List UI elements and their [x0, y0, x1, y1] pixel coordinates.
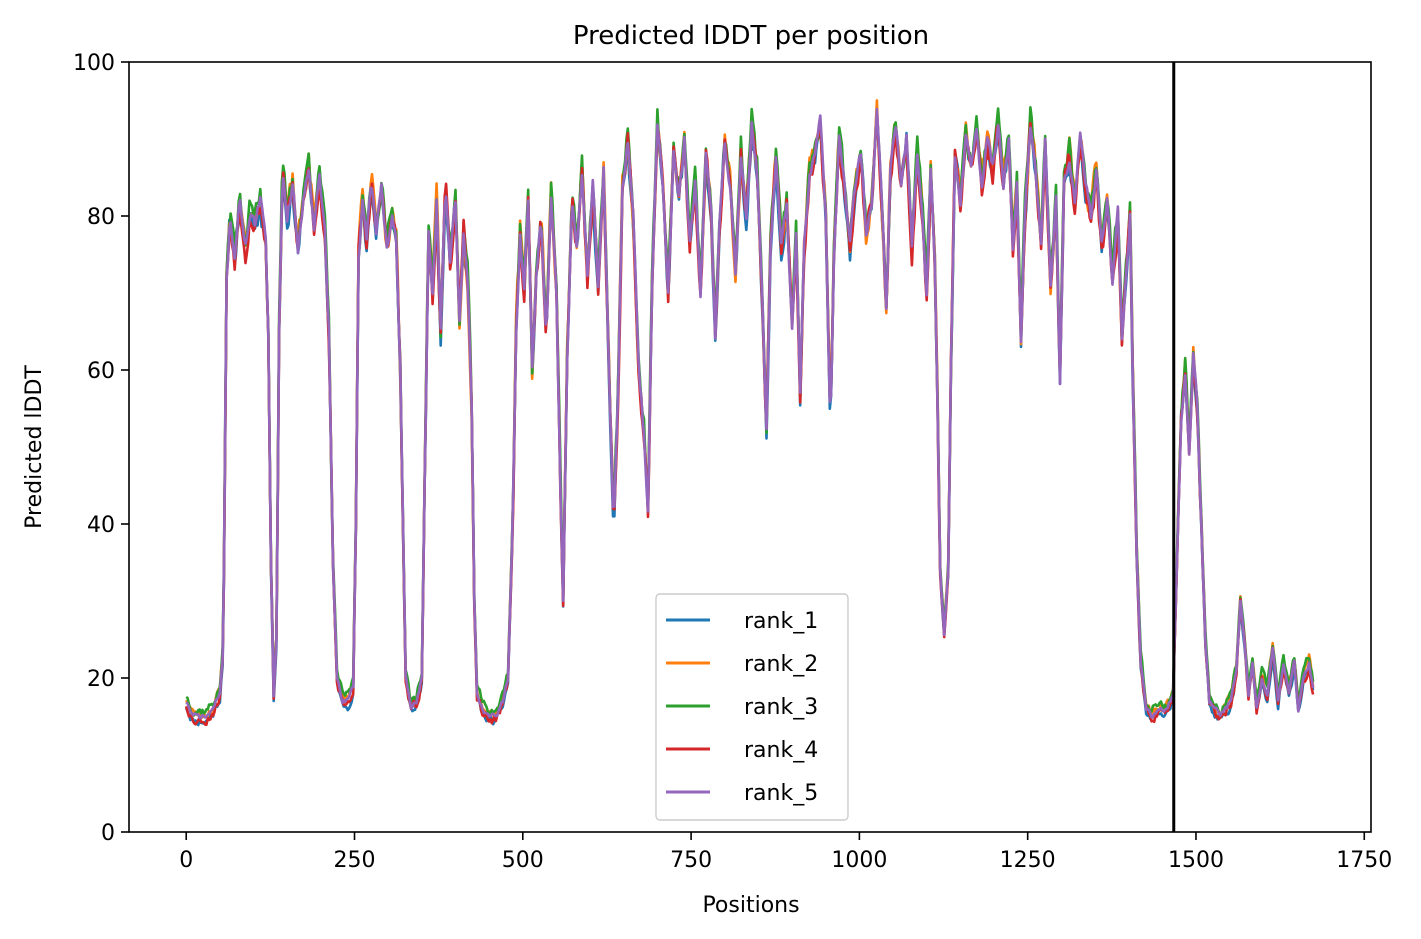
plot-frame: [128, 61, 1372, 833]
x-tick-label: 750: [670, 848, 712, 873]
x-tick-label: 500: [502, 848, 544, 873]
legend: rank_1 rank_2 rank_3 rank_4 rank_5: [655, 593, 849, 821]
y-tick-label: 60: [87, 359, 115, 384]
x-tick-label: 1500: [1168, 848, 1224, 873]
x-tick-label: 0: [179, 848, 193, 873]
legend-frame: [655, 593, 849, 821]
legend-label-rank_5: rank_5: [744, 781, 818, 806]
legend-label-rank_4: rank_4: [744, 738, 818, 763]
series-group: [184, 99, 1315, 727]
x-tick-label: 1750: [1336, 848, 1392, 873]
y-tick-label: 20: [87, 667, 115, 692]
y-tick-label: 100: [73, 51, 115, 76]
y-tick-label: 0: [101, 821, 115, 846]
x-axis-title: Positions: [702, 893, 799, 918]
y-tick-label: 80: [87, 205, 115, 230]
chart-title: Predicted lDDT per position: [573, 21, 929, 51]
plot-area: [128, 61, 1372, 833]
y-axis-title: Predicted lDDT: [22, 365, 47, 529]
legend-label-rank_1: rank_1: [744, 609, 818, 634]
x-tick-label: 1000: [831, 848, 887, 873]
y-axis: 0 20 40 60 80 100: [73, 51, 129, 846]
series-line-rank_5: [185, 107, 1315, 720]
legend-label-rank_3: rank_3: [744, 695, 818, 720]
x-tick-label: 1250: [1000, 848, 1056, 873]
x-tick-label: 250: [334, 848, 376, 873]
y-tick-label: 40: [87, 513, 115, 538]
legend-label-rank_2: rank_2: [744, 652, 818, 677]
x-axis: 0 250 500 750 1000 1250 1500 1750: [179, 832, 1392, 873]
